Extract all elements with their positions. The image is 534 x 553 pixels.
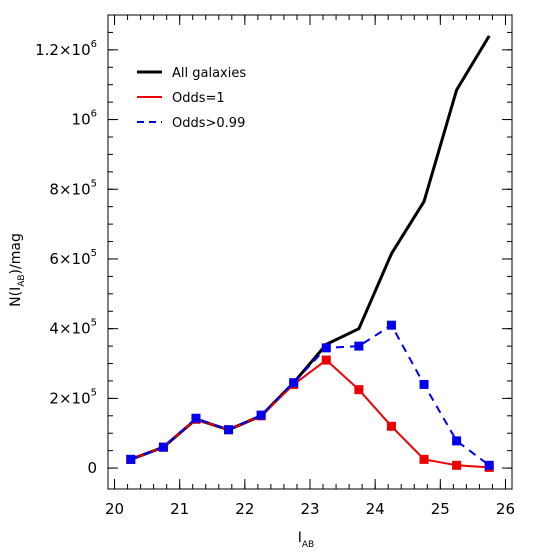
legend-label: Odds>0.99 [172, 116, 245, 131]
y-tick-label: 6×105 [49, 248, 97, 268]
x-axis-title: IAB [298, 530, 314, 550]
series-2 [126, 320, 494, 470]
x-tick-label: 22 [235, 500, 254, 518]
data-point [419, 379, 429, 389]
data-point [419, 454, 429, 464]
data-point [321, 355, 331, 365]
series-line [130, 323, 490, 467]
axis-ticks: 20 21 22 23 24 25 26 0 2×105 4×105 6×105 8×105 106 1.… [35, 15, 515, 518]
data-point [484, 460, 494, 470]
data-point [386, 421, 396, 431]
y-tick-label: 0 [87, 459, 97, 477]
data-point [452, 460, 462, 470]
series-1 [126, 355, 494, 472]
data-point [452, 436, 462, 446]
x-tick-label: 26 [496, 500, 515, 518]
y-tick-label: 106 [72, 109, 97, 129]
data-point [354, 385, 364, 395]
data-point [191, 413, 201, 423]
series-line [130, 358, 490, 469]
data-point [386, 320, 396, 330]
series-layer [126, 35, 494, 472]
x-tick-label: 25 [431, 500, 450, 518]
data-point [224, 425, 234, 435]
plot-frame [107, 14, 513, 490]
y-tick-label: 2×105 [49, 387, 97, 407]
x-tick-label: 23 [300, 500, 319, 518]
x-tick-label: 21 [170, 500, 189, 518]
y-axis-title: N(IAB)/mag [8, 233, 27, 307]
y-tick-label: 4×105 [49, 318, 97, 338]
y-tick-label: 8×105 [49, 178, 97, 198]
legend-label: Odds=1 [172, 91, 225, 106]
x-tick-label: 24 [366, 500, 385, 518]
data-point [321, 343, 331, 353]
legend: All galaxies Odds=1 Odds>0.99 [137, 66, 246, 131]
data-point [256, 410, 266, 420]
x-tick-label: 20 [105, 500, 124, 518]
data-point [289, 378, 299, 388]
data-point [354, 341, 364, 351]
data-point [126, 454, 136, 464]
legend-label: All galaxies [172, 66, 246, 81]
y-tick-label: 1.2×106 [35, 39, 97, 59]
data-point [158, 442, 168, 452]
